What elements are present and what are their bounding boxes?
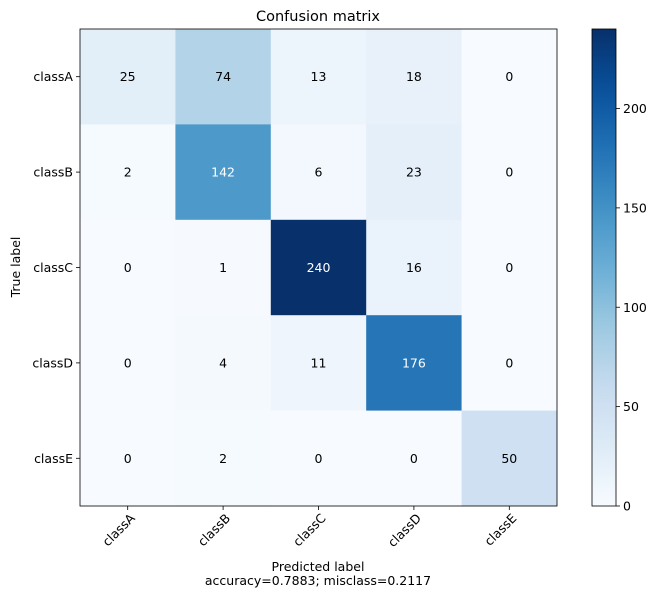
x-tick-label: classD	[385, 511, 424, 550]
cell-value-label: 4	[219, 355, 227, 370]
y-tick-label: classA	[33, 69, 73, 84]
heatmap-cell	[366, 124, 462, 221]
cell-value-label: 11	[311, 355, 327, 370]
x-tick-label: classC	[290, 510, 329, 549]
cell-value-label: 0	[410, 451, 418, 466]
cell-value-label: 0	[505, 260, 513, 275]
accuracy-subtitle: accuracy=0.7883; misclass=0.2117	[205, 573, 431, 588]
cell-value-label: 0	[505, 165, 513, 180]
heatmap-cell	[366, 315, 462, 411]
heatmap-cell	[366, 410, 462, 507]
colorbar-ticks: 0 50 100 150 200	[616, 101, 647, 514]
heatmap-cell	[461, 124, 558, 221]
heatmap-cell	[80, 410, 176, 507]
x-axis-label: Predicted label	[272, 559, 365, 574]
heatmap-cell	[461, 410, 558, 507]
cell-value-label: 0	[124, 355, 132, 370]
x-tick-label: classB	[195, 511, 234, 550]
cell-value-label: 25	[120, 69, 136, 84]
colorbar	[591, 28, 617, 507]
cell-value-label: 0	[315, 451, 323, 466]
heatmap-cell	[80, 315, 176, 411]
heatmap-cell	[270, 410, 367, 507]
heatmap-cells: 25 74 13 18 0 2 142 6 23 0 0 1 240 16 0 0 4 11 176 0 0 2 0 0 50	[80, 29, 558, 507]
colorbar-tick-label: 100	[623, 300, 647, 315]
x-tick-label: classA	[99, 510, 138, 549]
colorbar-tick-label: 50	[623, 399, 639, 414]
cell-value-label: 50	[501, 451, 517, 466]
cell-value-label: 240	[307, 260, 331, 275]
heatmap-cell	[461, 29, 558, 125]
heatmap-cell	[80, 124, 176, 221]
cell-value-label: 1	[219, 260, 227, 275]
heatmap-cell	[461, 315, 558, 411]
y-tick-label: classB	[33, 165, 73, 180]
cell-value-label: 6	[315, 165, 323, 180]
cell-value-label: 2	[219, 451, 227, 466]
chart-title: Confusion matrix	[256, 9, 380, 25]
colorbar-tick-label: 200	[623, 101, 647, 116]
heatmap-cell	[270, 315, 367, 411]
cell-value-label: 18	[406, 69, 422, 84]
y-tick-label: classE	[34, 451, 73, 466]
y-tick-labels: classA classB classC classD classE	[32, 69, 80, 466]
heatmap-cell	[175, 219, 272, 316]
cell-value-label: 13	[311, 69, 327, 84]
y-tick-label: classC	[33, 260, 73, 275]
heatmap-cell	[270, 219, 367, 316]
heatmap-cell	[366, 219, 462, 316]
cell-value-label: 2	[124, 165, 132, 180]
colorbar-tick-label: 0	[623, 499, 631, 514]
heatmap-cell	[175, 410, 272, 507]
heatmap-cell	[80, 29, 176, 125]
x-tick-labels: classA classB classC classD classE	[99, 506, 519, 550]
y-tick-label: classD	[32, 355, 73, 370]
heatmap-cell	[175, 315, 272, 411]
cell-value-label: 0	[505, 69, 513, 84]
heatmap-cell	[366, 29, 462, 125]
heatmap-cell	[175, 29, 272, 125]
cell-value-label: 0	[124, 451, 132, 466]
cell-value-label: 176	[402, 355, 426, 370]
y-axis-label: True label	[8, 237, 23, 299]
colorbar-tick-label: 150	[623, 200, 647, 215]
cell-value-label: 142	[211, 165, 235, 180]
heatmap-cell	[175, 124, 272, 221]
cell-value-label: 23	[406, 165, 422, 180]
heatmap-cell	[461, 219, 558, 316]
heatmap-cell	[270, 124, 367, 221]
cell-value-label: 0	[505, 355, 513, 370]
heatmap-cell	[270, 29, 367, 125]
x-tick-label: classE	[481, 510, 519, 548]
cell-value-label: 74	[215, 69, 231, 84]
cell-value-label: 0	[124, 260, 132, 275]
heatmap-cell	[80, 219, 176, 316]
cell-value-label: 16	[406, 260, 422, 275]
